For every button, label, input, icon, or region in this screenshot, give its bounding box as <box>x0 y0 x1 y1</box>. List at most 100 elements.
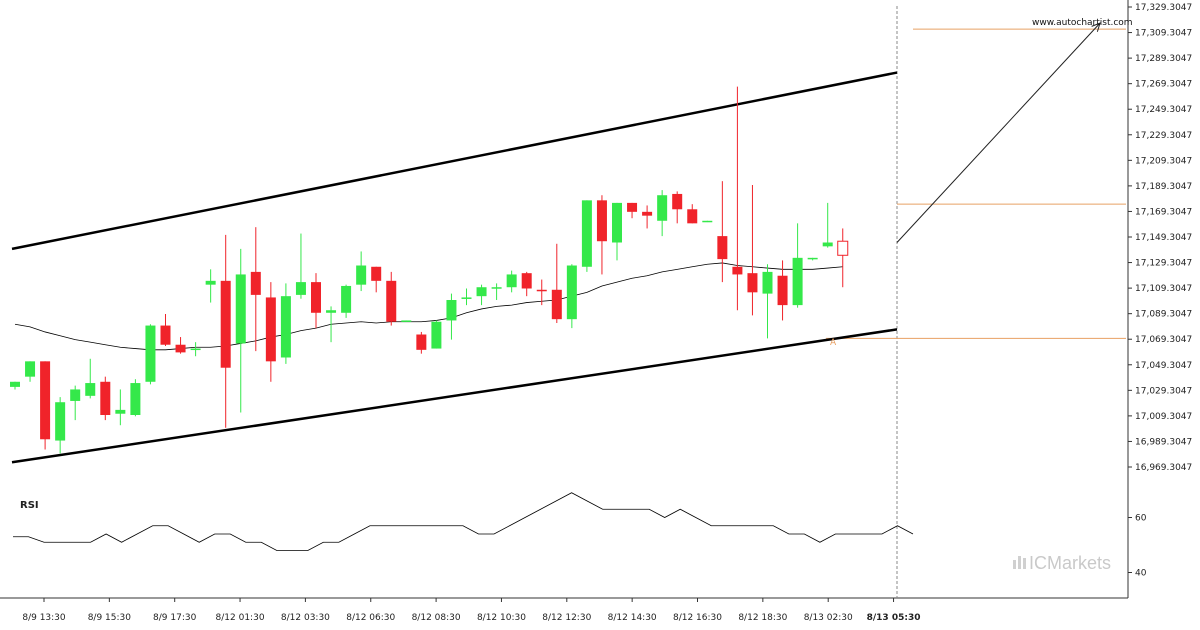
time-tick-label: 8/12 10:30 <box>477 613 526 623</box>
candle-body <box>10 381 20 387</box>
candle-body <box>657 195 668 221</box>
candle-body <box>446 300 457 321</box>
candle-body <box>792 257 803 306</box>
candle-body <box>70 389 81 401</box>
price-tick-label: 17,069.3047 <box>1135 335 1192 345</box>
candle-body <box>822 242 833 247</box>
candle-body <box>627 202 638 212</box>
candle-body <box>371 266 382 281</box>
price-tick-label: 17,129.3047 <box>1135 259 1192 269</box>
candle-body <box>280 296 291 358</box>
candles-group <box>10 86 849 454</box>
candle-body <box>55 402 66 441</box>
rsi-label: RSI <box>20 500 39 511</box>
candle-body <box>491 287 502 289</box>
candle-body <box>551 289 562 320</box>
time-tick-label: 8/12 14:30 <box>608 613 657 623</box>
time-tick-label: 8/13 05:30 <box>867 613 921 623</box>
time-tick-label: 8/13 02:30 <box>804 613 853 623</box>
candle-body <box>130 383 141 416</box>
levels-group <box>826 28 1126 339</box>
price-axis-labels: 17,329.3047 17,309.3047 17,289.3047 17,269.… <box>1128 3 1192 473</box>
rsi-line <box>13 492 914 551</box>
target-arrow-head <box>1091 22 1101 32</box>
candle-body <box>777 275 788 306</box>
time-tick-label: 8/9 13:30 <box>22 613 66 623</box>
time-tick-label: 8/9 15:30 <box>88 613 132 623</box>
candle-body <box>461 297 472 299</box>
rsi-panel: 60 40 <box>13 492 1147 579</box>
candle-body <box>837 240 849 256</box>
candle-body <box>732 266 743 275</box>
site-label: www.autochartist.com <box>1032 18 1133 28</box>
price-tick-label: 17,329.3047 <box>1135 3 1192 13</box>
time-tick-label: 8/9 17:30 <box>153 613 197 623</box>
candle-body <box>416 334 427 350</box>
candle-body <box>250 271 261 295</box>
candle-body <box>431 321 442 349</box>
time-axis-labels: 8/9 13:30 8/9 15:30 8/9 17:30 8/12 01:30 8/1… <box>22 598 920 623</box>
candle-body <box>295 282 306 295</box>
candle-body <box>220 280 231 368</box>
channel-lower-line <box>11 328 898 464</box>
rsi-tick-label: 40 <box>1135 569 1147 579</box>
watermark-logo: ICMarkets <box>1013 553 1111 573</box>
candle-body <box>536 289 547 292</box>
time-tick-label: 8/12 01:30 <box>216 613 265 623</box>
time-tick-label: 8/12 16:30 <box>673 613 722 623</box>
candle-body <box>717 236 728 260</box>
price-tick-label: 17,249.3047 <box>1135 105 1192 115</box>
point-a-label: A <box>830 338 837 348</box>
price-tick-label: 17,209.3047 <box>1135 156 1192 166</box>
candle-body <box>311 282 321 313</box>
candle-body <box>762 271 773 294</box>
target-arrow-line <box>896 22 1101 243</box>
candle-body <box>85 383 96 396</box>
price-tick-label: 17,089.3047 <box>1135 310 1192 320</box>
candle-body <box>566 265 577 320</box>
plot-area <box>0 0 1128 630</box>
candle-body <box>581 200 592 267</box>
time-tick-label: 8/12 08:30 <box>412 613 461 623</box>
price-tick-label: 17,189.3047 <box>1135 182 1192 192</box>
candle-body <box>326 310 337 313</box>
price-tick-label: 17,229.3047 <box>1135 131 1192 141</box>
candle-body <box>672 193 683 210</box>
price-tick-label: 17,009.3047 <box>1135 412 1192 422</box>
price-tick-label: 16,989.3047 <box>1135 437 1192 447</box>
candle-body <box>205 280 216 285</box>
candle-body <box>145 325 156 382</box>
time-tick-label: 8/12 06:30 <box>346 613 395 623</box>
time-tick-label: 8/12 03:30 <box>281 613 330 623</box>
candle-body <box>807 257 818 260</box>
candle-body <box>160 325 171 345</box>
rsi-tick-label: 60 <box>1135 514 1147 524</box>
candle-body <box>265 297 276 362</box>
target-arrow-group <box>896 22 1101 243</box>
candle-body <box>702 220 713 223</box>
candle-body <box>190 348 201 351</box>
candle-body <box>687 209 698 224</box>
candle-body <box>476 287 487 297</box>
candle-body <box>506 274 517 288</box>
price-tick-label: 17,289.3047 <box>1135 54 1192 64</box>
price-tick-label: 17,029.3047 <box>1135 386 1192 396</box>
price-tick-label: 17,169.3047 <box>1135 207 1192 217</box>
price-tick-label: 17,269.3047 <box>1135 80 1192 90</box>
candle-body <box>40 361 51 440</box>
candle-body <box>401 320 412 322</box>
watermark-text: ICMarkets <box>1029 553 1111 573</box>
price-tick-label: 16,969.3047 <box>1135 463 1192 473</box>
time-tick-label: 8/12 12:30 <box>542 613 591 623</box>
candle-body <box>175 344 186 353</box>
time-tick-label: 8/12 18:30 <box>738 613 787 623</box>
candle-body <box>521 273 532 289</box>
candle-body <box>612 202 622 243</box>
candle-body <box>25 361 36 377</box>
candle-body <box>642 211 653 216</box>
candle-body <box>235 274 246 344</box>
price-tick-label: 17,049.3047 <box>1135 361 1192 371</box>
channel-group <box>11 71 898 464</box>
candle-body <box>115 409 126 414</box>
